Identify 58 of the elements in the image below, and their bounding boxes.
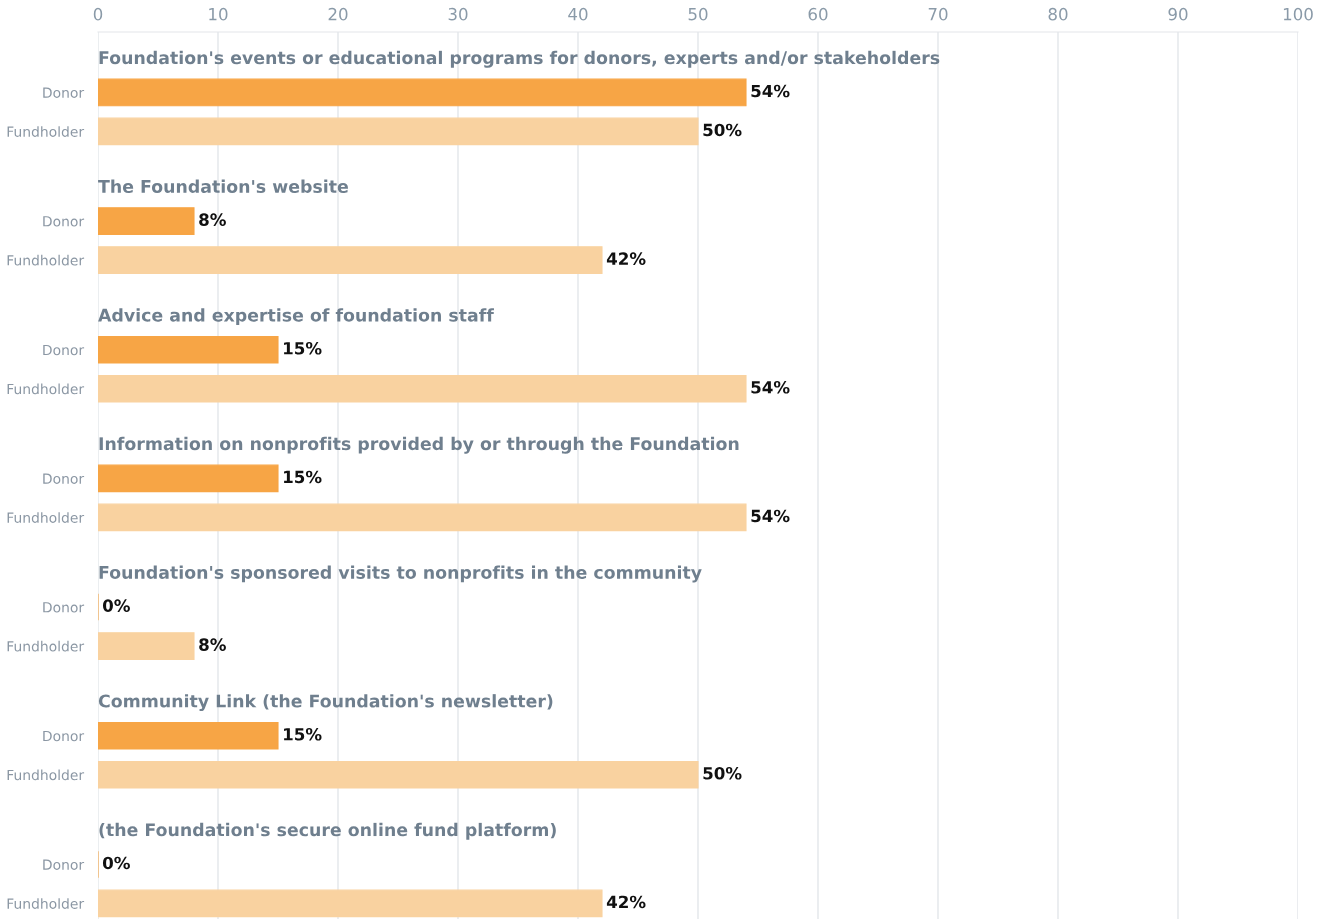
data-label: 54% <box>751 380 790 394</box>
x-tick-label: 80 <box>1048 7 1068 21</box>
text: Fundholder <box>7 383 85 395</box>
data-label: 8% <box>199 213 226 226</box>
data-label: 42% <box>606 252 646 265</box>
text: Fundholder <box>7 254 85 266</box>
text: Donor <box>43 730 85 742</box>
text: Fundholder <box>7 898 85 909</box>
bar <box>98 503 747 532</box>
data-label: 8% <box>199 638 226 651</box>
y-tick-label: Community Link (the Foundation's newsletter) <box>98 694 553 712</box>
x-tick-label: 50 <box>688 7 708 21</box>
x-tick-label: 100 <box>1283 7 1313 21</box>
x-tick-label: 0 <box>93 7 103 21</box>
x-tick-label: 10 <box>209 7 228 21</box>
series-label: Fundholder <box>7 126 85 137</box>
bar <box>98 374 747 403</box>
data-label: 0% <box>102 856 130 870</box>
data-label: 15% <box>284 470 322 484</box>
text: Donor <box>43 473 85 484</box>
x-tick-label: 30 <box>448 7 468 21</box>
y-tick-label: Advice and expertise of foundation staff <box>98 308 494 326</box>
y-tick-label: Foundation's events or educational programs for donors, experts and/or stakeholders <box>99 50 940 68</box>
bar <box>98 632 195 660</box>
bar <box>98 207 195 235</box>
bar <box>98 721 279 750</box>
y-tick-label: Foundation's sponsored visits to nonprofits in the community <box>99 565 702 583</box>
text: Donor <box>43 344 85 356</box>
y-tick-label: (the Foundation's secure online fund platform) <box>99 822 556 840</box>
data-label: 50% <box>703 766 742 780</box>
bar <box>98 246 603 274</box>
text: Fundholder <box>7 640 85 652</box>
text: Donor <box>43 602 85 613</box>
bar <box>98 889 603 918</box>
bar <box>98 78 747 107</box>
text: Fundholder <box>7 512 85 523</box>
text: Donor <box>43 859 85 870</box>
bar <box>98 464 279 493</box>
x-tick-label: 40 <box>568 7 588 21</box>
data-label: 15% <box>284 727 322 741</box>
data-label: 54% <box>751 84 790 98</box>
text: Donor <box>43 216 85 227</box>
x-tick-label: 20 <box>328 7 348 21</box>
bar <box>98 335 279 364</box>
data-label: 15% <box>284 341 322 355</box>
bar <box>98 117 699 146</box>
text: Fundholder <box>7 769 85 781</box>
bar <box>98 760 699 789</box>
x-tick-label: 70 <box>928 7 948 21</box>
data-label: 0% <box>102 599 130 612</box>
data-label: 54% <box>751 509 790 523</box>
data-label: 50% <box>703 123 742 137</box>
data-label: 42% <box>606 895 646 909</box>
x-tick-label: 90 <box>1168 7 1188 21</box>
x-tick-label: 60 <box>808 7 828 21</box>
series-label: Donor <box>43 87 85 98</box>
y-tick-label: The Foundation's website <box>98 179 348 193</box>
y-tick-label: Information on nonprofits provided by or through the Foundation <box>99 436 739 454</box>
